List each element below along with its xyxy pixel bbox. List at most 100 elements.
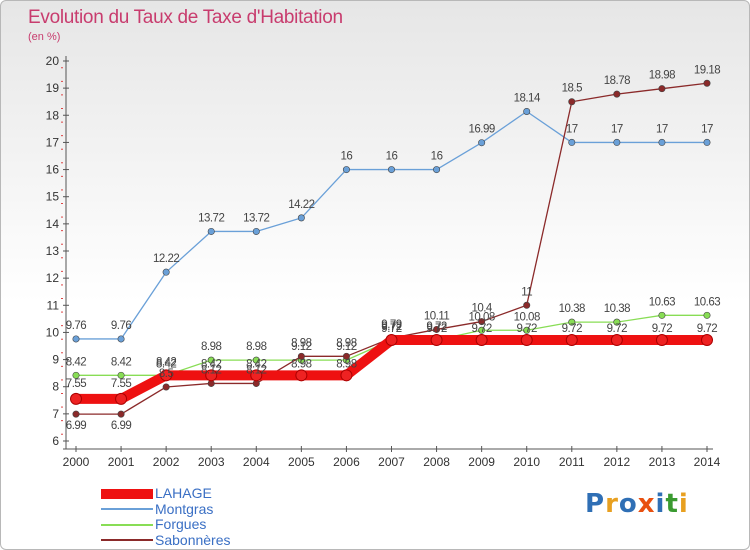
- x-tick-label: 2003: [198, 455, 225, 469]
- data-point: [613, 318, 621, 326]
- series-points: [70, 79, 713, 418]
- legend-swatch: [101, 488, 153, 499]
- data-point: [252, 227, 260, 235]
- data-label: 11: [521, 286, 532, 298]
- x-tick-label: 2005: [288, 455, 315, 469]
- data-point: [613, 138, 621, 146]
- data-label: 8.5: [159, 368, 174, 380]
- x-tick-label: 2007: [378, 455, 405, 469]
- data-label: 7.55: [66, 378, 86, 390]
- data-label: 9.12: [291, 341, 311, 353]
- data-point: [703, 79, 711, 87]
- data-label: 16.99: [469, 124, 495, 136]
- data-point: [295, 369, 308, 382]
- data-point: [162, 383, 170, 391]
- logo-letter: t: [665, 489, 679, 519]
- data-label: 16: [431, 151, 443, 163]
- data-point: [70, 392, 82, 405]
- data-label: 9.72: [652, 323, 672, 335]
- x-tick-label: 2010: [513, 455, 540, 469]
- data-point: [658, 85, 666, 93]
- data-label: 10.38: [604, 303, 630, 315]
- data-point: [72, 371, 80, 379]
- legend-swatch: [101, 539, 153, 542]
- data-label: 9.72: [697, 323, 717, 335]
- x-tick-label: 2001: [108, 455, 135, 469]
- logo-letter: x: [637, 489, 656, 519]
- data-label: 16: [386, 151, 398, 163]
- data-label: 9.72: [517, 323, 537, 335]
- data-label: 9.72: [381, 323, 401, 335]
- data-point: [72, 335, 80, 343]
- y-tick-label: 17: [46, 135, 60, 149]
- data-point: [205, 369, 218, 382]
- y-tick-label: 6: [52, 434, 59, 448]
- data-point: [658, 138, 666, 146]
- data-point: [568, 98, 576, 106]
- data-point: [478, 139, 486, 147]
- x-tick-label: 2012: [604, 455, 631, 469]
- chart-title: Evolution du Taux de Taxe d'Habitation: [28, 7, 343, 28]
- data-label: 8.98: [291, 337, 311, 349]
- data-label: 12.22: [153, 253, 179, 265]
- logo-letter: P: [585, 489, 606, 519]
- data-point: [520, 334, 533, 347]
- data-point: [523, 326, 531, 334]
- data-point: [568, 318, 576, 326]
- data-point: [475, 334, 488, 347]
- data-label: 8.98: [336, 337, 356, 349]
- data-point: [565, 334, 578, 347]
- data-label: 18.78: [604, 75, 630, 87]
- data-point: [252, 356, 260, 364]
- data-point: [117, 335, 125, 343]
- logo-letter: i: [678, 489, 689, 519]
- data-point: [430, 334, 443, 347]
- legend-label: Montgras: [155, 500, 214, 517]
- data-label: 9.72: [426, 323, 446, 335]
- x-tick-label: 2009: [468, 455, 495, 469]
- y-tick-label: 18: [46, 108, 60, 122]
- data-label: 9.76: [111, 320, 131, 332]
- chart-subtitle: (en %): [28, 31, 61, 43]
- proxiti-logo: Proxiti: [585, 489, 689, 519]
- data-point: [703, 138, 711, 146]
- data-point: [613, 90, 621, 98]
- data-point: [297, 352, 305, 360]
- data-label: 18.5: [562, 83, 582, 95]
- data-point: [568, 138, 576, 146]
- y-tick-label: 19: [46, 81, 60, 95]
- x-tick-label: 2011: [559, 455, 585, 469]
- data-label: 8.42: [246, 358, 266, 370]
- y-tick-label: 9: [52, 353, 59, 367]
- data-label: 8.42: [156, 358, 176, 370]
- x-tick-label: 2013: [649, 455, 676, 469]
- data-label: 13.72: [198, 212, 224, 224]
- data-point: [658, 311, 666, 319]
- data-label: 10.63: [694, 296, 720, 308]
- data-point: [342, 166, 350, 174]
- data-label: 10.08: [514, 311, 540, 323]
- x-tick-label: 2004: [243, 455, 270, 469]
- data-label: 13.72: [243, 212, 269, 224]
- data-point: [117, 410, 125, 418]
- data-point: [385, 334, 398, 347]
- legend-label: Forgues: [155, 516, 207, 532]
- legend-swatch: [101, 523, 153, 526]
- data-label: 17: [566, 123, 578, 135]
- data-label: 9.72: [471, 323, 491, 335]
- logo-letter: o: [618, 489, 638, 519]
- data-label: 18.14: [514, 92, 541, 104]
- data-label: 8.98: [336, 358, 356, 370]
- data-point: [207, 227, 215, 235]
- data-point: [478, 318, 486, 326]
- data-label: 6.99: [66, 420, 86, 432]
- data-point: [115, 392, 128, 405]
- data-point: [342, 352, 350, 360]
- logo-letter: i: [655, 489, 666, 519]
- data-label: 10.08: [469, 311, 495, 323]
- x-tick-label: 2014: [694, 455, 721, 469]
- chart-axes: 6 7 8 9 10 11 12 13 14 15 16 17 18 19 20 2000 2001 2002 20…: [46, 54, 721, 469]
- data-label: 8.42: [201, 358, 221, 370]
- data-label: 9.72: [426, 321, 446, 333]
